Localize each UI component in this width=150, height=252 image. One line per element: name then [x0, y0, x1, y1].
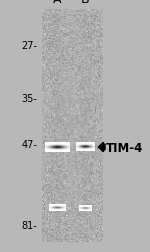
Text: B: B — [81, 0, 90, 6]
Text: 35-: 35- — [22, 93, 38, 103]
Text: A: A — [53, 0, 61, 6]
Text: 27-: 27- — [21, 40, 38, 50]
Text: 81-: 81- — [22, 220, 38, 231]
Text: TIM-4: TIM-4 — [106, 141, 143, 154]
FancyArrow shape — [98, 143, 105, 152]
Text: 47-: 47- — [22, 140, 38, 150]
